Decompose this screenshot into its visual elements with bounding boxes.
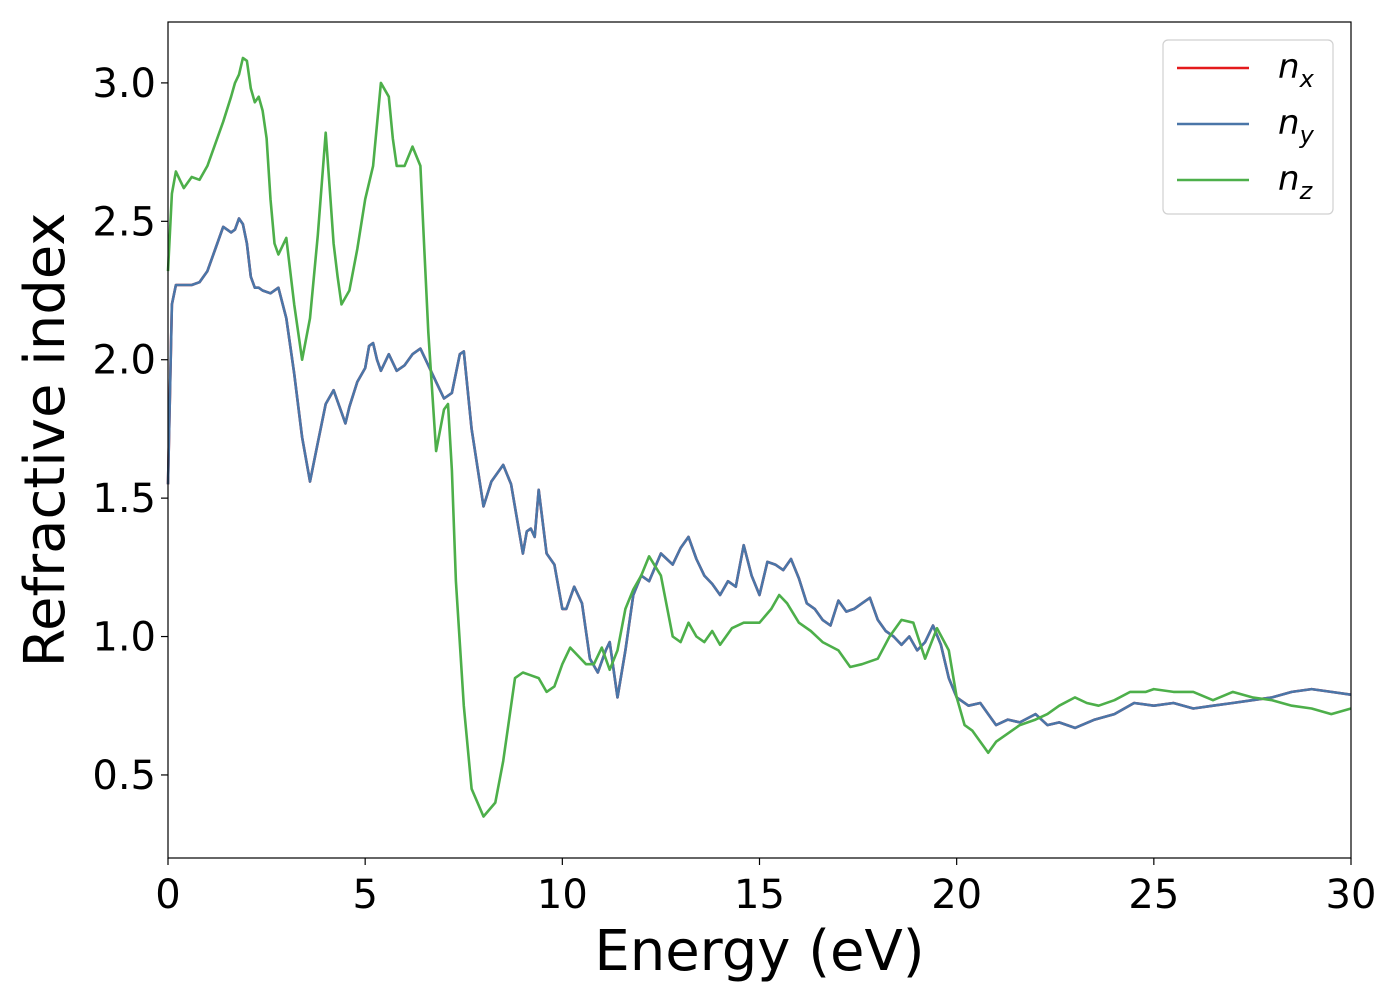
legend: nx ny nz	[1162, 39, 1334, 215]
x-tick-label: 0	[155, 872, 180, 918]
y-axis-label: Refractive index	[13, 213, 78, 668]
x-tick-label: 30	[1326, 872, 1377, 918]
legend-box	[1162, 39, 1334, 215]
y-tick-label: 2.0	[92, 338, 156, 384]
y-tick-label: 1.5	[92, 476, 156, 522]
y-tick-label: 0.5	[92, 753, 156, 799]
series-layer	[166, 56, 1352, 818]
y-tick-label: 1.0	[92, 615, 156, 661]
series-line-n-y	[166, 217, 1352, 730]
x-tick-label: 20	[931, 872, 982, 918]
x-axis-label: Energy (eV)	[594, 919, 924, 984]
y-axis-ticks: 0.5 1.0 1.5 2.0 2.5 3.0	[92, 61, 168, 799]
y-tick-label: 3.0	[92, 61, 156, 107]
legend-label-n-z: nz	[1278, 159, 1314, 205]
series-line-n-z	[166, 56, 1352, 818]
x-tick-label: 5	[352, 872, 377, 918]
legend-label-n-x: nx	[1278, 47, 1315, 93]
x-tick-label: 15	[734, 872, 785, 918]
x-tick-label: 10	[537, 872, 588, 918]
y-tick-label: 2.5	[92, 199, 156, 245]
legend-label-n-y: ny	[1278, 103, 1315, 149]
x-tick-label: 25	[1128, 872, 1179, 918]
x-axis-ticks: 0 5 10 15 20 25 30	[155, 858, 1376, 918]
